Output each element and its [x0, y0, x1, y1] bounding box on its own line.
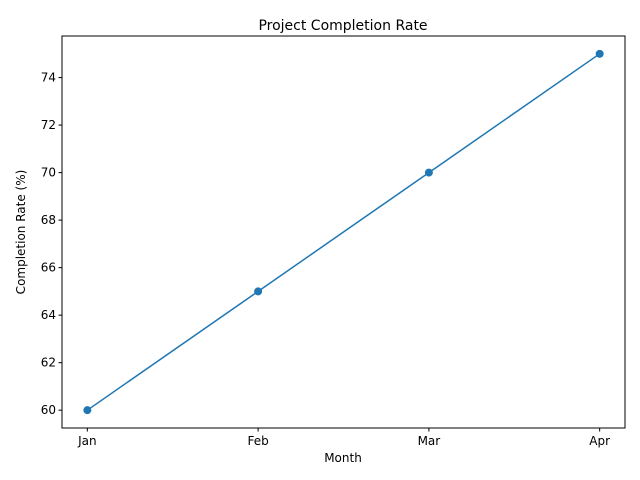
x-axis-label: Month [324, 451, 362, 465]
chart-title: Project Completion Rate [258, 18, 427, 34]
y-tick-label: 72 [41, 118, 56, 132]
x-tick-label: Apr [589, 434, 610, 448]
y-tick-label: 70 [41, 166, 56, 180]
data-point [424, 168, 433, 177]
y-tick-label: 60 [41, 403, 56, 417]
data-point [83, 406, 92, 415]
y-axis-label: Completion Rate (%) [14, 170, 28, 295]
data-point [595, 49, 604, 58]
y-tick-label: 66 [41, 261, 56, 275]
x-tick-label: Mar [418, 434, 441, 448]
series-line [86, 53, 601, 411]
x-tick-label: Jan [77, 434, 97, 448]
y-tick-label: 62 [41, 356, 56, 370]
plot-area: 60 62 64 66 68 70 72 74 Jan Feb Mar Apr [41, 49, 610, 448]
y-tick-label: 68 [41, 213, 56, 227]
x-tick-label: Feb [247, 434, 268, 448]
y-tick-label: 74 [41, 71, 56, 85]
plot-frame [61, 35, 626, 429]
y-tick-label: 64 [41, 308, 56, 322]
data-point [254, 287, 263, 296]
